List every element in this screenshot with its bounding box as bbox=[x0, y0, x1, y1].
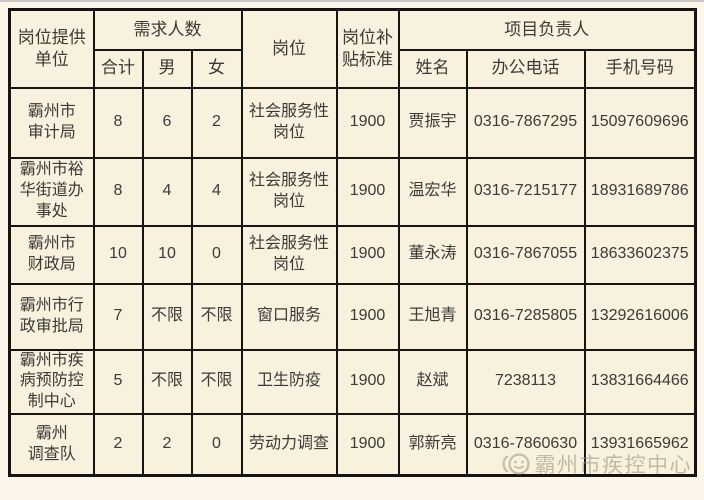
cell-mobile: 13831664466 bbox=[583, 348, 697, 415]
cell-office-phone: 0316-7860630 bbox=[465, 412, 586, 477]
cell-office-phone: 0316-7867295 bbox=[465, 86, 586, 159]
cell-female: 0 bbox=[190, 224, 243, 285]
cell-office-phone: 0316-7867055 bbox=[465, 224, 586, 285]
header-row-1: 岗位提供 单位 需求人数 岗位 岗位补 贴标准 项目负责人 bbox=[8, 8, 697, 89]
cell-total: 8 bbox=[92, 156, 144, 227]
header-unit: 岗位提供 单位 bbox=[8, 8, 95, 89]
cell-name: 赵斌 bbox=[397, 348, 468, 415]
cell-male: 4 bbox=[141, 156, 193, 227]
cell-unit: 霸州市 审计局 bbox=[8, 86, 95, 159]
cell-unit: 霸州 调查队 bbox=[8, 412, 95, 477]
cell-total: 5 bbox=[92, 348, 144, 415]
cell-mobile: 13292616006 bbox=[583, 282, 697, 351]
table-row: 霸州市 财政局 10 10 0 社会服务性 岗位 1900 董永涛 0316-7… bbox=[8, 224, 697, 285]
cell-total: 7 bbox=[92, 282, 144, 351]
table-row: 霸州市疾 病预防控 制中心 5 不限 不限 卫生防疫 1900 赵斌 72381… bbox=[8, 348, 697, 415]
cell-mobile: 13931665962 bbox=[583, 412, 697, 477]
header-name: 姓名 bbox=[397, 48, 468, 89]
table-row: 霸州市行 政审批局 7 不限 不限 窗口服务 1900 王旭青 0316-728… bbox=[8, 282, 697, 351]
cell-post: 窗口服务 bbox=[240, 282, 338, 351]
header-demand-group: 需求人数 bbox=[92, 8, 243, 51]
header-row-2: 合计 男 女 姓名 办公电话 手机号码 bbox=[10, 48, 697, 89]
cell-mobile: 15097609696 bbox=[583, 86, 697, 159]
cell-post: 劳动力调查 bbox=[240, 412, 338, 477]
cell-subsidy: 1900 bbox=[335, 224, 400, 285]
header-female: 女 bbox=[190, 48, 243, 89]
cell-female: 不限 bbox=[190, 282, 243, 351]
cell-unit: 霸州市裕 华街道办 事处 bbox=[8, 156, 95, 227]
cell-mobile: 18931689786 bbox=[583, 156, 697, 227]
cell-name: 郭新亮 bbox=[397, 412, 468, 477]
header-male: 男 bbox=[141, 48, 193, 89]
cell-male: 不限 bbox=[141, 282, 193, 351]
cell-male: 不限 bbox=[141, 348, 193, 415]
cell-male: 10 bbox=[141, 224, 193, 285]
cell-name: 董永涛 bbox=[397, 224, 468, 285]
cell-subsidy: 1900 bbox=[335, 86, 400, 159]
cell-unit: 霸州市行 政审批局 bbox=[8, 282, 95, 351]
table-row: 霸州市裕 华街道办 事处 8 4 4 社会服务性 岗位 1900 温宏华 031… bbox=[8, 156, 697, 227]
cell-total: 2 bbox=[92, 412, 144, 477]
cell-female: 2 bbox=[190, 86, 243, 159]
cell-total: 8 bbox=[92, 86, 144, 159]
cell-female: 不限 bbox=[190, 348, 243, 415]
table-row: 霸州 调查队 2 2 0 劳动力调查 1900 郭新亮 0316-7860630… bbox=[8, 412, 697, 477]
top-divider-line bbox=[0, 0, 704, 2]
cell-office-phone: 0316-7285805 bbox=[465, 282, 586, 351]
header-office-phone: 办公电话 bbox=[465, 48, 586, 89]
cell-post: 卫生防疫 bbox=[240, 348, 338, 415]
cell-name: 贾振宇 bbox=[397, 86, 468, 159]
cell-subsidy: 1900 bbox=[335, 412, 400, 477]
cell-subsidy: 1900 bbox=[335, 156, 400, 227]
cell-unit: 霸州市疾 病预防控 制中心 bbox=[8, 348, 95, 415]
cell-mobile: 18633602375 bbox=[583, 224, 697, 285]
cell-subsidy: 1900 bbox=[335, 282, 400, 351]
cell-female: 4 bbox=[190, 156, 243, 227]
header-subsidy: 岗位补 贴标准 bbox=[335, 8, 400, 89]
header-total: 合计 bbox=[92, 48, 144, 89]
table-row: 霸州市 审计局 8 6 2 社会服务性 岗位 1900 贾振宇 0316-786… bbox=[8, 86, 697, 159]
cell-post: 社会服务性 岗位 bbox=[240, 224, 338, 285]
job-positions-table: 岗位提供 单位 需求人数 岗位 岗位补 贴标准 项目负责人 合计 男 女 姓名 … bbox=[8, 8, 697, 478]
cell-female: 0 bbox=[190, 412, 243, 477]
cell-name: 温宏华 bbox=[397, 156, 468, 227]
cell-name: 王旭青 bbox=[397, 282, 468, 351]
cell-post: 社会服务性 岗位 bbox=[240, 86, 338, 159]
header-post: 岗位 bbox=[240, 8, 338, 89]
cell-subsidy: 1900 bbox=[335, 348, 400, 415]
cell-office-phone: 7238113 bbox=[465, 348, 586, 415]
cell-post: 社会服务性 岗位 bbox=[240, 156, 338, 227]
header-leader-group: 项目负责人 bbox=[397, 8, 697, 51]
header-mobile: 手机号码 bbox=[583, 48, 697, 89]
cell-unit: 霸州市 财政局 bbox=[8, 224, 95, 285]
cell-male: 2 bbox=[141, 412, 193, 477]
cell-office-phone: 0316-7215177 bbox=[465, 156, 586, 227]
cell-total: 10 bbox=[92, 224, 144, 285]
cell-male: 6 bbox=[141, 86, 193, 159]
